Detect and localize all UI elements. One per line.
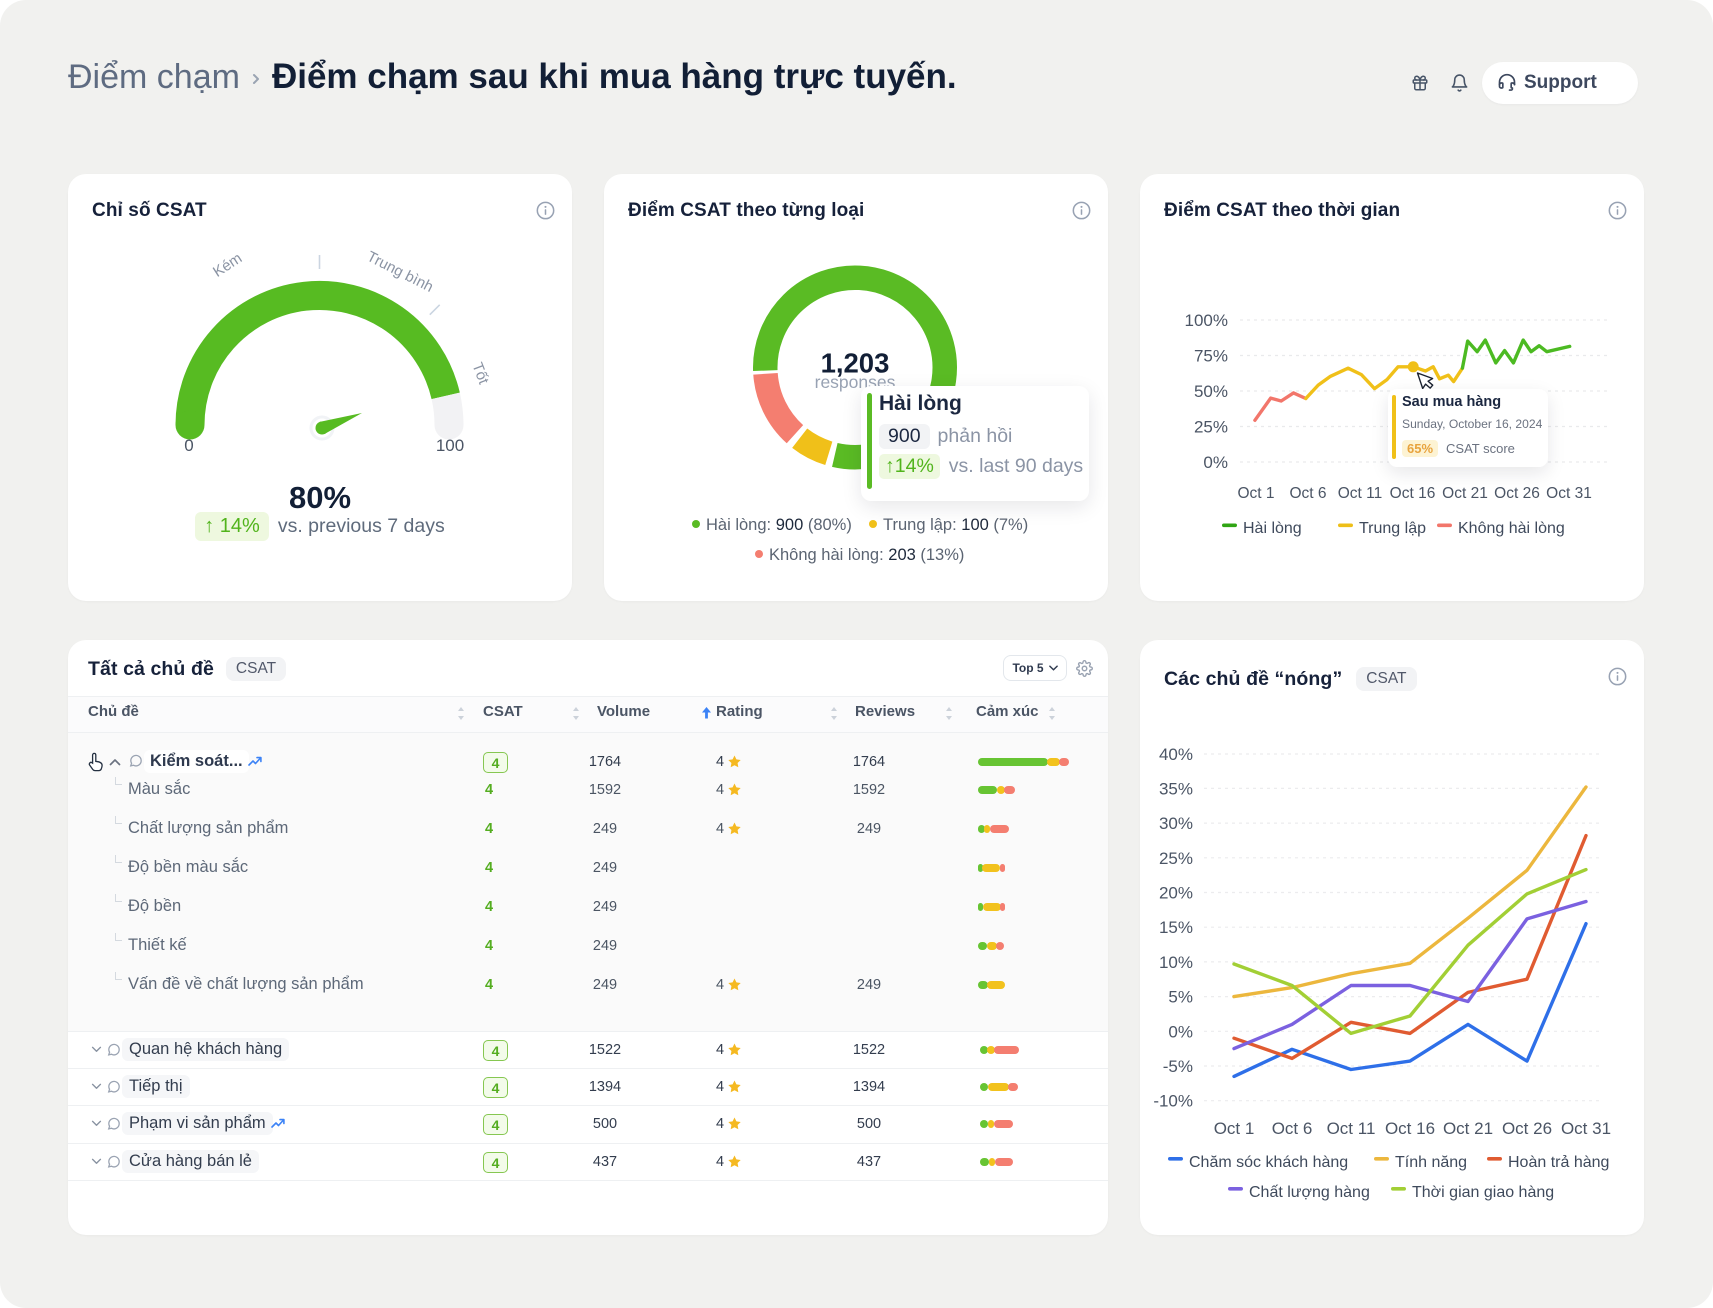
svg-text:Oct 1: Oct 1 xyxy=(1214,1119,1255,1138)
svg-text:0%: 0% xyxy=(1203,453,1228,472)
svg-text:Kém: Kém xyxy=(210,250,245,281)
svg-text:50%: 50% xyxy=(1194,382,1228,401)
svg-text:Oct 21: Oct 21 xyxy=(1443,1119,1493,1138)
svg-text:Oct 1: Oct 1 xyxy=(1237,485,1274,502)
svg-text:Thời gian giao hàng: Thời gian giao hàng xyxy=(1412,1184,1554,1201)
svg-text:Chăm sóc khách hàng: Chăm sóc khách hàng xyxy=(1189,1154,1348,1171)
svg-text:Oct 26: Oct 26 xyxy=(1494,485,1540,502)
svg-text:Trung bình: Trung bình xyxy=(364,248,436,296)
svg-text:Tốt: Tốt xyxy=(468,360,492,387)
svg-text:-5%: -5% xyxy=(1163,1057,1193,1076)
svg-text:Không hài lòng: Không hài lòng xyxy=(1458,520,1565,537)
svg-text:Oct 16: Oct 16 xyxy=(1390,485,1436,502)
svg-text:Oct 31: Oct 31 xyxy=(1561,1119,1611,1138)
svg-text:100%: 100% xyxy=(1185,311,1228,330)
svg-text:Oct 16: Oct 16 xyxy=(1385,1119,1435,1138)
svg-text:Oct 26: Oct 26 xyxy=(1502,1119,1552,1138)
svg-text:Oct 31: Oct 31 xyxy=(1546,485,1592,502)
svg-text:-10%: -10% xyxy=(1153,1092,1193,1111)
svg-text:Trung lập: Trung lập xyxy=(1359,520,1426,537)
svg-text:40%: 40% xyxy=(1159,745,1193,764)
svg-text:100: 100 xyxy=(436,436,464,455)
svg-text:1,203: 1,203 xyxy=(821,348,890,379)
svg-text:Oct 6: Oct 6 xyxy=(1272,1119,1313,1138)
svg-text:Oct 11: Oct 11 xyxy=(1338,485,1383,502)
svg-text:Oct 11: Oct 11 xyxy=(1327,1119,1376,1138)
svg-text:25%: 25% xyxy=(1194,418,1228,437)
svg-text:15%: 15% xyxy=(1159,918,1193,937)
svg-text:Chất lượng hàng: Chất lượng hàng xyxy=(1249,1184,1370,1201)
svg-text:75%: 75% xyxy=(1194,347,1228,366)
svg-text:35%: 35% xyxy=(1159,779,1193,798)
svg-text:30%: 30% xyxy=(1159,814,1193,833)
svg-text:10%: 10% xyxy=(1159,953,1193,972)
svg-text:20%: 20% xyxy=(1159,884,1193,903)
svg-text:Oct 21: Oct 21 xyxy=(1442,485,1488,502)
svg-text:Oct 6: Oct 6 xyxy=(1289,485,1326,502)
svg-text:5%: 5% xyxy=(1168,988,1193,1007)
svg-text:0: 0 xyxy=(184,436,193,455)
svg-text:25%: 25% xyxy=(1159,849,1193,868)
svg-text:0%: 0% xyxy=(1168,1022,1193,1041)
svg-text:Hài lòng: Hài lòng xyxy=(1243,520,1302,537)
svg-text:Hoàn trả hàng: Hoàn trả hàng xyxy=(1508,1154,1609,1171)
svg-text:Tính năng: Tính năng xyxy=(1395,1154,1467,1171)
